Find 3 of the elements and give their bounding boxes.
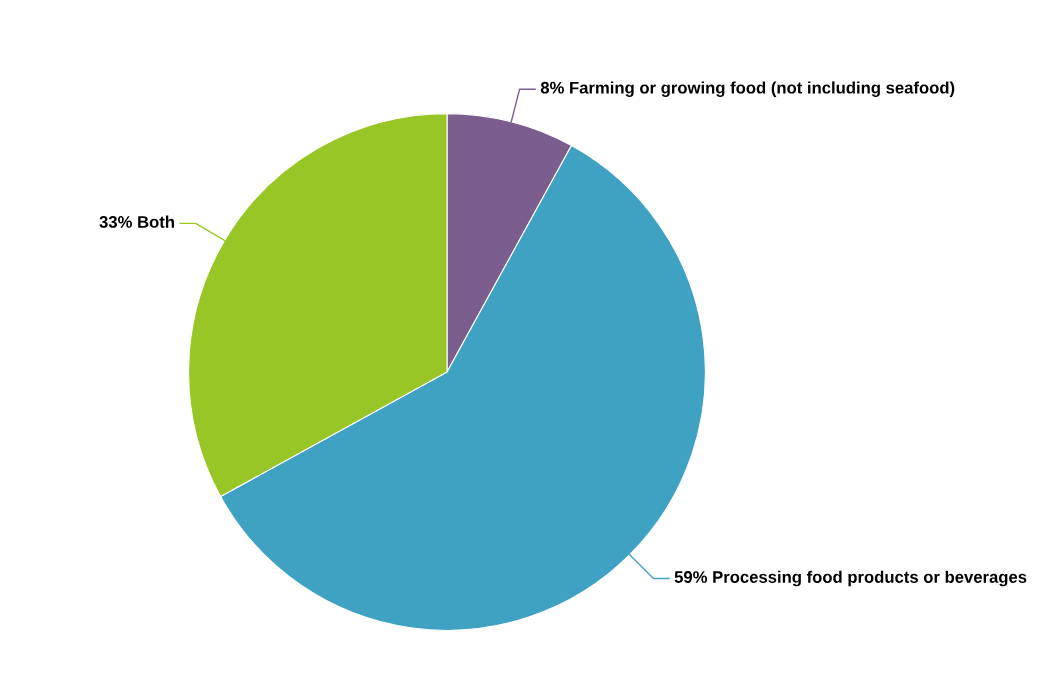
slice-label: 8% Farming or growing food (not including seafood) [540,81,955,97]
slice-label: 59% Processing food products or beverages [674,570,1027,587]
slice-label: 33% Both [99,215,174,228]
